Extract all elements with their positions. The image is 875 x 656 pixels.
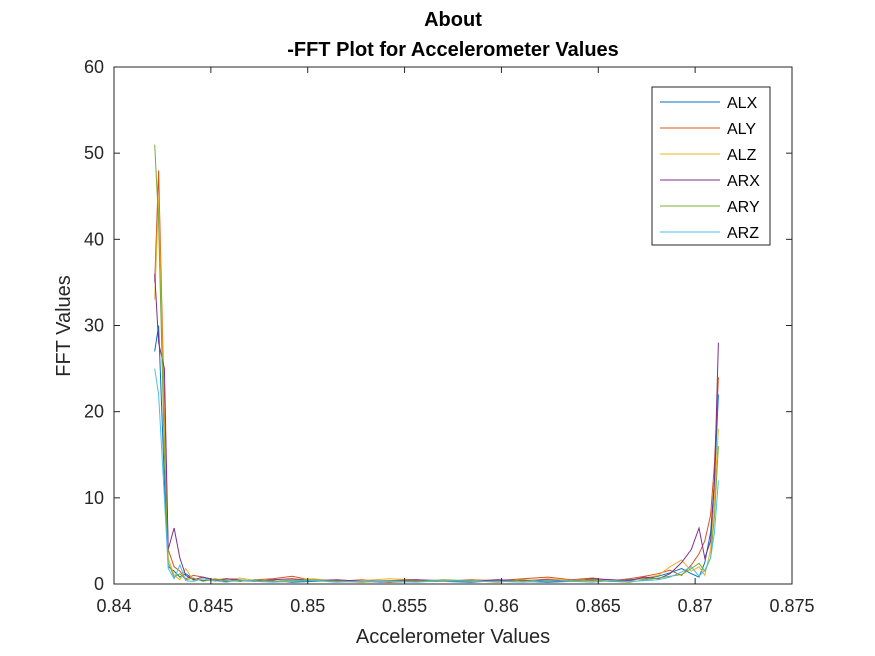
- series-line-alz: [154, 196, 719, 582]
- series-line-arx: [154, 273, 719, 582]
- x-tick-label: 0.86: [484, 596, 519, 616]
- x-tick-label: 0.865: [576, 596, 621, 616]
- x-axis: 0.84 0.845 0.85 0.855 0.86 0.865 0.87 0.875: [96, 67, 815, 616]
- legend-label-alz: ALZ: [727, 147, 757, 164]
- x-tick-label: 0.84: [96, 596, 131, 616]
- x-axis-label: Accelerometer Values: [356, 626, 550, 648]
- legend-label-aly: ALY: [727, 121, 756, 138]
- y-axis-label: FFT Values: [53, 275, 75, 377]
- y-tick-label: 30: [84, 316, 104, 336]
- y-axis: 0 10 20 30 40 50 60: [84, 57, 792, 594]
- series-line-ary: [154, 144, 719, 583]
- y-tick-label: 20: [84, 402, 104, 422]
- x-tick-label: 0.85: [290, 596, 325, 616]
- legend: ALX ALY ALZ ARX ARY ARZ: [651, 86, 771, 246]
- chart-subtitle: -FFT Plot for Accelerometer Values: [287, 39, 619, 61]
- chart-title: About: [424, 9, 482, 31]
- legend-label-alx: ALX: [727, 95, 758, 112]
- y-tick-label: 50: [84, 143, 104, 163]
- x-tick-label: 0.855: [382, 596, 427, 616]
- series-line-arz: [154, 368, 719, 583]
- x-tick-label: 0.87: [678, 596, 713, 616]
- x-tick-label: 0.845: [188, 596, 233, 616]
- y-tick-label: 60: [84, 57, 104, 77]
- legend-label-arz: ARZ: [727, 225, 759, 242]
- y-tick-label: 0: [94, 574, 104, 594]
- series-line-alx: [154, 325, 719, 583]
- legend-label-ary: ARY: [727, 199, 760, 216]
- series-lines: [154, 144, 719, 583]
- legend-label-arx: ARX: [727, 173, 760, 190]
- series-line-aly: [154, 170, 719, 583]
- legend-box: [651, 86, 771, 246]
- y-tick-label: 40: [84, 229, 104, 249]
- y-tick-label: 10: [84, 488, 104, 508]
- x-tick-label: 0.875: [769, 596, 814, 616]
